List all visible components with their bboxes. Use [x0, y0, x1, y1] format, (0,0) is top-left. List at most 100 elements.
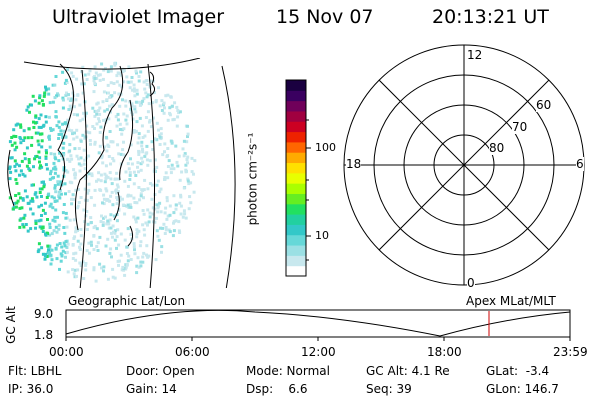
- colorbar-swatch: [286, 90, 306, 102]
- uv-pixel: [117, 152, 121, 156]
- uv-pixel: [116, 228, 120, 232]
- uv-pixel: [38, 94, 42, 98]
- uv-pixel: [146, 208, 150, 212]
- uv-pixel: [23, 174, 27, 178]
- colorbar-swatch: [286, 152, 306, 164]
- uv-pixel: [92, 234, 96, 238]
- uv-pixel: [74, 258, 78, 262]
- uv-pixel: [130, 104, 134, 108]
- polar-plot: [343, 44, 585, 286]
- uv-pixel: [163, 177, 167, 181]
- uv-pixel: [89, 196, 93, 200]
- uv-pixel: [22, 139, 26, 142]
- seq-info: Seq: 39: [366, 382, 412, 396]
- uv-pixel: [78, 245, 81, 249]
- uv-pixel: [57, 194, 61, 198]
- uv-pixel: [113, 62, 117, 66]
- uv-pixel: [50, 258, 54, 262]
- uv-pixel: [19, 125, 23, 129]
- uv-pixel: [65, 250, 69, 254]
- uv-pixel: [53, 96, 57, 100]
- uv-pixel: [10, 143, 14, 147]
- uv-pixel: [34, 191, 38, 195]
- uv-pixel: [161, 226, 165, 230]
- uv-pixel: [124, 267, 128, 271]
- uv-pixel: [143, 154, 147, 158]
- uv-pixel: [136, 230, 140, 234]
- uv-pixel: [130, 162, 134, 166]
- uv-pixel: [112, 230, 115, 234]
- uv-pixel: [186, 124, 189, 128]
- uv-pixel: [187, 207, 191, 211]
- uv-pixel: [78, 248, 82, 251]
- uv-pixel: [115, 74, 119, 78]
- uv-pixel: [40, 187, 44, 191]
- uv-pixel: [54, 225, 58, 229]
- uv-pixel: [68, 180, 72, 184]
- uv-pixel: [92, 90, 96, 94]
- uv-pixel: [135, 235, 139, 239]
- date-label: 15 Nov 07: [276, 6, 374, 28]
- uv-pixel: [103, 145, 107, 149]
- uv-pixel: [84, 177, 88, 181]
- uv-pixel: [29, 227, 33, 231]
- uv-pixel: [141, 99, 145, 103]
- uv-pixel: [62, 141, 66, 145]
- uv-pixel: [186, 161, 189, 165]
- uv-pixel: [46, 218, 49, 221]
- uv-pixel: [161, 153, 165, 157]
- uv-pixel: [87, 154, 91, 158]
- uv-pixel: [77, 201, 81, 204]
- uv-pixel: [93, 77, 97, 80]
- instrument-title: Ultraviolet Imager: [52, 6, 225, 28]
- uv-pixel: [116, 143, 120, 147]
- uv-pixel: [140, 124, 144, 128]
- xtick-0600: 06:00: [175, 345, 210, 359]
- uv-pixel: [121, 148, 125, 152]
- colorbar-swatch: [286, 203, 306, 215]
- uv-pixel: [47, 134, 51, 138]
- uv-pixel: [120, 268, 124, 272]
- uv-pixel: [93, 82, 97, 85]
- uv-pixel: [165, 155, 169, 159]
- colorbar-swatch: [286, 224, 306, 236]
- uv-pixel: [33, 99, 37, 103]
- uv-pixel: [159, 210, 163, 214]
- uv-pixel: [26, 229, 30, 233]
- uv-pixel: [40, 99, 44, 103]
- uv-pixel: [179, 204, 183, 208]
- uv-pixel: [41, 103, 45, 107]
- uv-pixel: [81, 117, 85, 121]
- lat-label-80: 80: [489, 141, 505, 155]
- uv-pixel: [53, 184, 57, 188]
- uv-pixel: [42, 180, 45, 184]
- uv-pixel: [141, 260, 145, 264]
- uv-pixel: [54, 167, 58, 171]
- uv-pixel: [70, 129, 74, 133]
- map-caption: Geographic Lat/Lon: [68, 294, 186, 308]
- uv-pixel: [146, 93, 150, 97]
- uv-pixel: [168, 213, 172, 217]
- uv-pixel: [82, 148, 86, 152]
- uv-pixel: [70, 97, 74, 101]
- uv-pixel: [62, 129, 66, 133]
- uv-pixel: [52, 229, 56, 233]
- uv-pixel: [172, 211, 176, 215]
- uv-pixel: [102, 68, 106, 72]
- uv-pixel: [123, 273, 127, 277]
- mlt-label-6: 6: [576, 157, 584, 171]
- uv-pixel: [136, 256, 140, 260]
- uv-pixel: [168, 106, 172, 110]
- uv-pixel: [15, 162, 19, 166]
- uv-pixel: [166, 214, 170, 218]
- uv-pixel: [148, 182, 152, 185]
- uv-pixel: [32, 165, 35, 169]
- uv-pixel: [132, 87, 136, 91]
- uv-pixel: [98, 78, 102, 82]
- uv-pixel: [125, 114, 129, 118]
- uv-pixel: [31, 94, 35, 98]
- uv-pixel: [106, 237, 110, 241]
- colorbar-swatch: [286, 110, 306, 122]
- uv-pixel: [43, 252, 47, 256]
- uv-pixel: [142, 228, 146, 232]
